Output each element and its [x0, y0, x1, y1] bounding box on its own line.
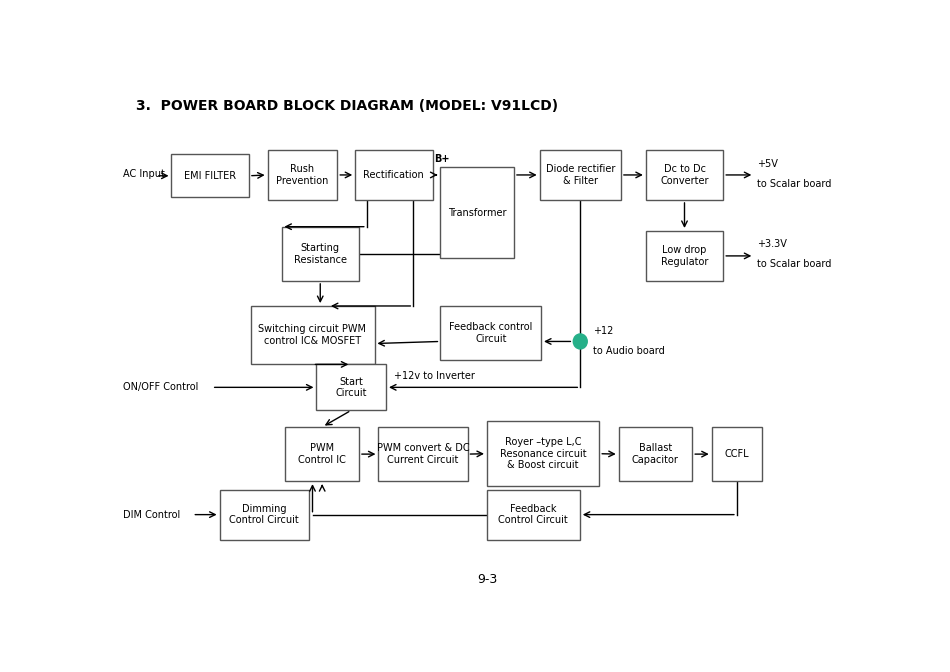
Text: PWM
Control IC: PWM Control IC: [298, 444, 346, 465]
Bar: [355, 150, 432, 200]
Bar: [441, 306, 542, 360]
Text: ON/OFF Control: ON/OFF Control: [123, 382, 198, 392]
Circle shape: [573, 334, 587, 349]
Text: Ballast
Capacitor: Ballast Capacitor: [632, 444, 679, 465]
Text: B+: B+: [434, 154, 449, 164]
Text: Transformer: Transformer: [448, 208, 506, 218]
Text: to Scalar board: to Scalar board: [757, 179, 832, 189]
Bar: [281, 226, 359, 281]
Text: Diode rectifier
& Filter: Diode rectifier & Filter: [545, 164, 615, 185]
Bar: [268, 150, 337, 200]
Bar: [540, 150, 621, 200]
Text: to Scalar board: to Scalar board: [757, 259, 832, 269]
Bar: [251, 306, 374, 364]
Text: Royer –type L,C
Resonance circuit
& Boost circuit: Royer –type L,C Resonance circuit & Boos…: [500, 437, 586, 470]
Text: 9-3: 9-3: [477, 573, 497, 585]
Text: Low drop
Regulator: Low drop Regulator: [661, 245, 708, 267]
Bar: [441, 167, 514, 259]
Text: 3.  POWER BOARD BLOCK DIAGRAM (MODEL: V91LCD): 3. POWER BOARD BLOCK DIAGRAM (MODEL: V91…: [136, 99, 558, 113]
Text: DIM Control: DIM Control: [123, 509, 180, 519]
Bar: [285, 427, 359, 481]
Text: Dimming
Control Circuit: Dimming Control Circuit: [229, 504, 299, 526]
Bar: [316, 364, 386, 411]
Bar: [646, 231, 723, 281]
Bar: [171, 154, 249, 198]
Text: PWM convert & DC
Current Circuit: PWM convert & DC Current Circuit: [376, 444, 469, 465]
Text: AC Input: AC Input: [123, 169, 164, 179]
Text: Feedback
Control Circuit: Feedback Control Circuit: [499, 504, 568, 526]
Text: EMI FILTER: EMI FILTER: [184, 171, 237, 181]
Text: +12: +12: [594, 327, 614, 337]
Text: CCFL: CCFL: [725, 449, 750, 459]
Text: Starting
Resistance: Starting Resistance: [294, 243, 347, 265]
Text: Dc to Dc
Converter: Dc to Dc Converter: [660, 164, 709, 185]
Text: Rectification: Rectification: [364, 170, 425, 180]
Bar: [378, 427, 467, 481]
Bar: [486, 421, 599, 487]
Text: to Audio board: to Audio board: [594, 347, 665, 356]
Bar: [646, 150, 723, 200]
Text: +3.3V: +3.3V: [757, 239, 788, 249]
Bar: [486, 490, 580, 540]
Bar: [219, 490, 309, 540]
Text: Start
Circuit: Start Circuit: [335, 376, 367, 398]
Text: +12v to Inverter: +12v to Inverter: [394, 371, 475, 380]
Bar: [618, 427, 693, 481]
Text: +5V: +5V: [757, 159, 778, 169]
Text: Rush
Prevention: Rush Prevention: [276, 164, 329, 185]
Text: Feedback control
Circuit: Feedback control Circuit: [449, 323, 532, 344]
Bar: [712, 427, 762, 481]
Text: Switching circuit PWM
control IC& MOSFET: Switching circuit PWM control IC& MOSFET: [258, 325, 367, 346]
